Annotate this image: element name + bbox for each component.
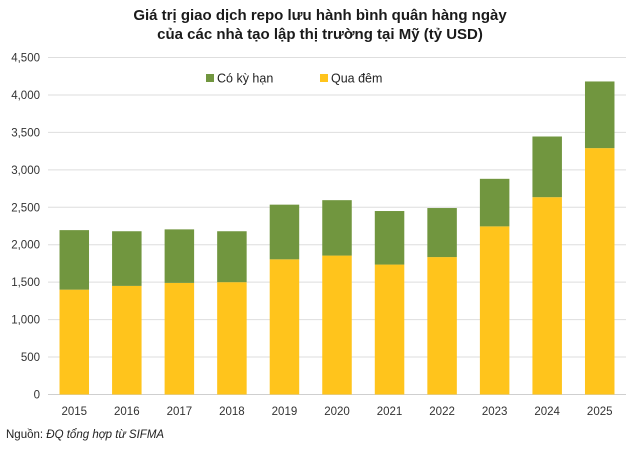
bar-overnight-2019 <box>269 259 300 395</box>
bar-term-2018 <box>217 231 247 283</box>
legend-swatch <box>320 74 328 82</box>
y-tick-label: 4,500 <box>11 53 40 65</box>
bar-term-2016 <box>112 231 142 286</box>
x-tick-label: 2024 <box>534 406 560 418</box>
bar-overnight-2020 <box>322 255 352 395</box>
y-tick-label: 3,500 <box>11 127 40 139</box>
x-tick-label: 2017 <box>167 406 193 418</box>
bar-term-2021 <box>374 211 405 265</box>
bar-term-2019 <box>269 204 300 260</box>
x-tick-label: 2019 <box>272 406 298 418</box>
bar-term-2024 <box>532 136 562 198</box>
bar-term-2017 <box>164 229 195 283</box>
y-tick-label: 0 <box>34 390 40 402</box>
source-text: ĐQ tổng hợp từ SIFMA <box>46 429 165 441</box>
x-tick-label: 2018 <box>219 406 245 418</box>
chart-title-line-1: Giá trị giao dịch repo lưu hành bình quâ… <box>133 7 507 24</box>
legend-label: Qua đêm <box>331 72 382 86</box>
bar-term-2020 <box>322 200 352 256</box>
bar-overnight-2016 <box>112 285 142 395</box>
source-label: Nguồn: <box>6 429 44 441</box>
bar-overnight-2017 <box>164 282 195 395</box>
x-tick-label: 2025 <box>587 406 613 418</box>
bar-term-2025 <box>584 81 615 149</box>
bar-overnight-2025 <box>584 148 615 395</box>
x-tick-label: 2021 <box>377 406 403 418</box>
bar-overnight-2022 <box>427 257 457 395</box>
y-tick-label: 4,000 <box>11 90 40 102</box>
y-tick-label: 1,000 <box>11 315 40 327</box>
x-tick-label: 2015 <box>61 406 87 418</box>
legend-label: Có kỳ hạn <box>217 72 273 86</box>
y-tick-label: 2,500 <box>11 202 40 214</box>
bar-overnight-2023 <box>479 226 510 395</box>
legend-swatch <box>206 74 214 82</box>
y-tick-label: 1,500 <box>11 277 40 289</box>
y-tick-label: 2,000 <box>11 240 40 252</box>
y-tick-label: 3,000 <box>11 165 40 177</box>
bar-overnight-2021 <box>374 264 405 395</box>
bar-overnight-2024 <box>532 197 562 395</box>
x-tick-label: 2016 <box>114 406 140 418</box>
x-tick-label: 2023 <box>482 406 508 418</box>
bar-overnight-2015 <box>59 289 90 395</box>
bar-term-2022 <box>427 208 457 258</box>
chart-title: Giá trị giao dịch repo lưu hành bình quâ… <box>0 6 640 44</box>
x-tick-label: 2020 <box>324 406 350 418</box>
chart-title-line-2: của các nhà tạo lập thị trường tại Mỹ (t… <box>157 26 483 43</box>
bar-overnight-2018 <box>217 282 247 395</box>
bar-term-2015 <box>59 230 90 290</box>
source-note: Nguồn: ĐQ tổng hợp từ SIFMA <box>6 429 164 441</box>
x-tick-label: 2022 <box>429 406 455 418</box>
bar-term-2023 <box>479 178 510 227</box>
y-tick-label: 500 <box>21 352 40 364</box>
